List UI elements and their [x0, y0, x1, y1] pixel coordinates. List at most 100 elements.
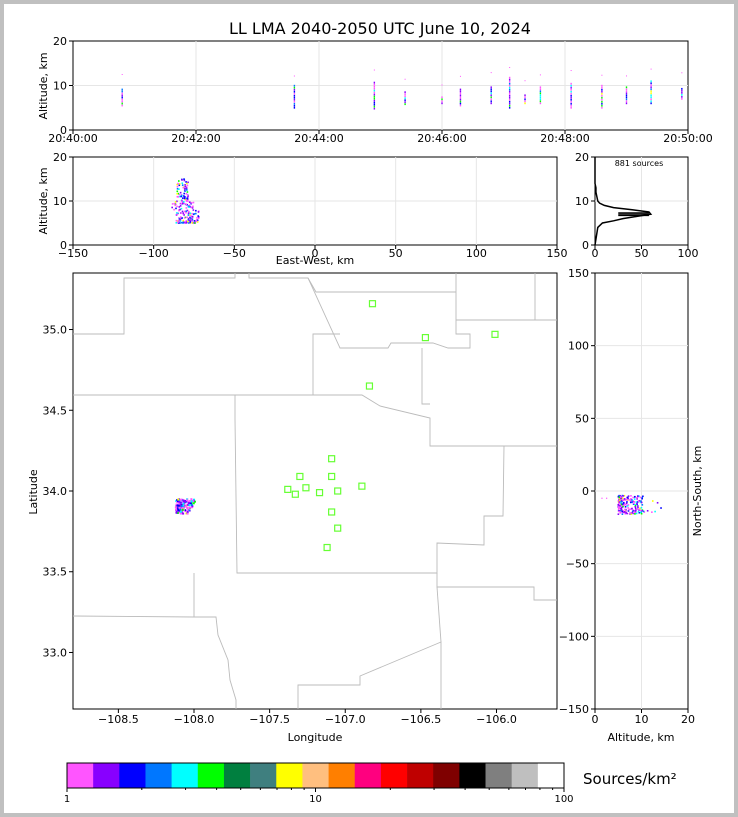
lightning-source-point — [404, 101, 406, 104]
altitude-eastwest-xtick-label: 50 — [389, 247, 403, 260]
lightning-source-point — [459, 98, 462, 101]
lightning-source-point — [490, 86, 492, 89]
lightning-source-point — [638, 511, 641, 514]
lightning-source-point — [631, 507, 633, 510]
lightning-source-point — [189, 214, 191, 216]
lightning-source-point — [191, 505, 194, 508]
lightning-source-point — [178, 504, 181, 507]
lightning-source-point — [191, 222, 194, 224]
lightning-source-point — [183, 214, 185, 216]
lightning-source-point — [570, 96, 572, 99]
lightning-source-point — [620, 497, 622, 500]
lightning-source-point — [174, 201, 177, 203]
colorbar-swatch — [380, 763, 408, 788]
lightning-source-point — [637, 505, 639, 507]
lightning-source-point — [187, 214, 190, 216]
altitude-histogram-xtick-label: 50 — [635, 247, 649, 260]
lightning-source-point — [641, 497, 643, 500]
lightning-source-point — [681, 87, 683, 90]
lightning-source-point — [373, 87, 376, 90]
lightning-source-point — [601, 106, 603, 109]
lightning-source-point — [650, 86, 652, 89]
lightning-source-point — [660, 507, 662, 509]
colorbar-swatch — [93, 763, 120, 788]
northsouth-altitude-xtick-label: 10 — [635, 713, 649, 726]
plan-view-ytick-label: 33.0 — [43, 646, 68, 659]
lightning-source-point — [624, 498, 626, 501]
county-boundary-line — [297, 641, 442, 709]
lightning-source-point — [570, 102, 572, 105]
lightning-source-point — [181, 508, 184, 511]
lma-station-marker — [328, 455, 336, 463]
lightning-source-point — [178, 511, 181, 514]
plan-view-ytick-label: 33.5 — [43, 566, 68, 579]
lightning-source-point — [650, 82, 652, 85]
lightning-source-point — [176, 190, 179, 193]
lightning-source-point — [373, 97, 376, 100]
lightning-source-point — [293, 96, 296, 99]
lightning-source-point — [441, 100, 443, 103]
lightning-source-point — [173, 202, 176, 205]
lightning-source-point — [629, 501, 632, 504]
lightning-source-point — [621, 511, 624, 514]
lightning-source-point — [524, 100, 526, 103]
lightning-source-point — [190, 215, 192, 217]
lightning-source-point — [186, 512, 189, 515]
lightning-source-point — [627, 495, 630, 497]
altitude-histogram-ytick-label: 10 — [575, 195, 589, 208]
lightning-source-point — [635, 509, 637, 511]
lightning-source-point — [293, 106, 296, 109]
lightning-source-point — [650, 94, 652, 97]
northsouth-altitude-xtick-label: 0 — [592, 713, 599, 726]
lightning-source-point — [373, 89, 376, 92]
colorbar-swatch — [511, 763, 539, 788]
lightning-source-point — [178, 206, 181, 208]
northsouth-altitude-xlabel: Altitude, km — [607, 731, 674, 744]
county-boundary-line — [436, 586, 442, 643]
lightning-source-point — [621, 500, 623, 503]
plan-view-ytick-label: 34.0 — [43, 485, 68, 498]
lightning-source-point — [459, 90, 462, 93]
lightning-source-point — [293, 100, 296, 103]
lightning-source-point — [180, 207, 183, 210]
lightning-source-point — [191, 207, 194, 209]
lightning-source-point — [184, 501, 187, 504]
lightning-source-point — [539, 98, 542, 101]
lightning-source-point — [619, 507, 622, 510]
lightning-source-point — [404, 99, 406, 102]
lma-station-marker — [358, 482, 366, 490]
lightning-source-point — [182, 512, 185, 515]
lightning-source-point — [174, 204, 177, 207]
lightning-source-point — [177, 182, 179, 185]
lightning-source-point — [631, 510, 634, 513]
lightning-source-point — [636, 497, 638, 499]
lightning-source-point — [186, 197, 188, 200]
lightning-source-point — [601, 92, 603, 95]
lightning-source-point — [176, 192, 178, 195]
lightning-source-point — [404, 78, 406, 80]
colorbar-swatch — [407, 763, 434, 788]
lightning-source-point — [539, 92, 542, 95]
lightning-source-point — [178, 499, 181, 502]
lightning-source-point — [626, 505, 629, 507]
northsouth-altitude-ytick-label: −150 — [559, 703, 589, 716]
lightning-source-point — [121, 92, 123, 95]
plan-view-xtick-label: −107.5 — [249, 713, 290, 726]
lightning-source-point — [182, 499, 185, 502]
lightning-source-point — [570, 70, 572, 72]
figure-title: LL LMA 2040-2050 UTC June 10, 2024 — [229, 19, 531, 38]
altitude-eastwest-xlabel: East-West, km — [276, 254, 354, 267]
lightning-source-point — [179, 217, 182, 220]
lightning-source-point — [293, 90, 296, 93]
lightning-source-point — [638, 495, 640, 497]
lightning-source-point — [629, 498, 632, 500]
lightning-source-point — [621, 497, 624, 500]
lightning-source-point — [641, 509, 643, 512]
lightning-source-point — [681, 95, 683, 98]
lightning-source-point — [177, 196, 179, 198]
lightning-source-point — [625, 512, 627, 514]
lightning-source-point — [601, 74, 603, 76]
lightning-source-point — [620, 508, 623, 511]
lightning-source-point — [373, 99, 376, 102]
lightning-source-point — [182, 502, 185, 505]
